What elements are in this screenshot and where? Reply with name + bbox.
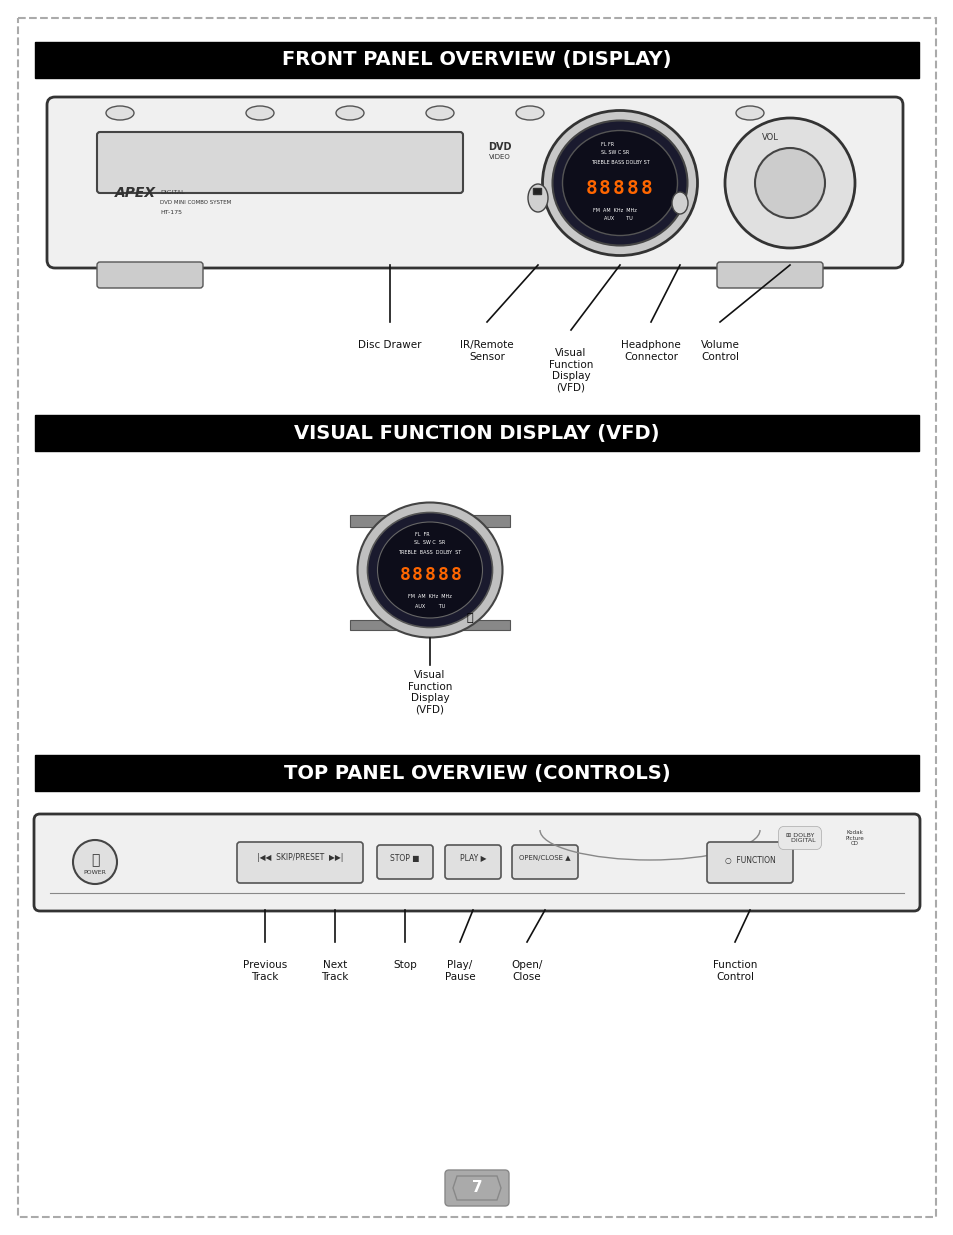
Text: FRONT PANEL OVERVIEW (DISPLAY): FRONT PANEL OVERVIEW (DISPLAY) <box>282 51 671 69</box>
Bar <box>35 755 918 790</box>
Text: DIGITAL: DIGITAL <box>160 190 185 195</box>
Circle shape <box>73 840 117 884</box>
Bar <box>35 415 918 451</box>
Ellipse shape <box>246 106 274 120</box>
Text: 8: 8 <box>613 179 624 198</box>
FancyBboxPatch shape <box>512 845 578 879</box>
Text: 8: 8 <box>411 566 422 584</box>
Text: Next
Track: Next Track <box>321 960 349 982</box>
Text: ⊞ DOLBY
   DIGITAL: ⊞ DOLBY DIGITAL <box>784 832 815 844</box>
Text: VISUAL FUNCTION DISPLAY (VFD): VISUAL FUNCTION DISPLAY (VFD) <box>294 424 659 442</box>
Text: FM  AM  KHz  MHz: FM AM KHz MHz <box>593 209 637 214</box>
Text: IR/Remote
Sensor: IR/Remote Sensor <box>459 340 514 362</box>
Text: FL  FR: FL FR <box>415 532 429 537</box>
Ellipse shape <box>542 110 697 256</box>
Bar <box>35 42 77 78</box>
Text: Visual
Function
Display
(VFD): Visual Function Display (VFD) <box>407 671 452 715</box>
Text: 8: 8 <box>585 179 598 198</box>
Bar <box>35 755 77 790</box>
Text: 8: 8 <box>424 566 435 584</box>
Text: Volume
Control: Volume Control <box>700 340 739 362</box>
Text: STOP ■: STOP ■ <box>390 853 419 862</box>
Text: AUX         TU: AUX TU <box>415 604 445 609</box>
FancyBboxPatch shape <box>97 262 203 288</box>
FancyBboxPatch shape <box>717 262 822 288</box>
Ellipse shape <box>377 522 482 618</box>
Text: 🎧: 🎧 <box>466 613 473 622</box>
Text: |◀◀  SKIP/PRESET  ▶▶|: |◀◀ SKIP/PRESET ▶▶| <box>256 852 343 862</box>
Text: 8: 8 <box>626 179 639 198</box>
Bar <box>533 188 540 194</box>
Text: 8: 8 <box>450 566 461 584</box>
Text: Disc Drawer: Disc Drawer <box>358 340 421 350</box>
Bar <box>35 42 918 78</box>
Ellipse shape <box>367 513 492 627</box>
FancyBboxPatch shape <box>376 845 433 879</box>
Text: AUX        TU: AUX TU <box>603 216 632 221</box>
Ellipse shape <box>735 106 763 120</box>
Ellipse shape <box>357 503 502 637</box>
Text: POWER: POWER <box>84 869 107 874</box>
Text: TOP PANEL OVERVIEW (CONTROLS): TOP PANEL OVERVIEW (CONTROLS) <box>283 763 670 783</box>
Text: 8: 8 <box>640 179 652 198</box>
Text: Kodak
Picture
CD: Kodak Picture CD <box>844 830 863 846</box>
Bar <box>350 515 510 527</box>
FancyBboxPatch shape <box>444 1170 509 1207</box>
Text: FM  AM  KHz  MHz: FM AM KHz MHz <box>408 594 452 599</box>
Text: Stop: Stop <box>393 960 416 969</box>
Ellipse shape <box>426 106 454 120</box>
FancyBboxPatch shape <box>97 132 462 193</box>
Text: FL FR: FL FR <box>600 142 614 147</box>
Ellipse shape <box>516 106 543 120</box>
Text: DVD: DVD <box>488 142 511 152</box>
Text: Function
Control: Function Control <box>712 960 757 982</box>
Polygon shape <box>453 1176 500 1200</box>
Text: SL SW C SR: SL SW C SR <box>600 151 628 156</box>
Text: PLAY ▶: PLAY ▶ <box>459 853 486 862</box>
Text: Open/
Close: Open/ Close <box>511 960 542 982</box>
Ellipse shape <box>671 191 687 214</box>
Ellipse shape <box>335 106 364 120</box>
Text: DVD MINI COMBO SYSTEM: DVD MINI COMBO SYSTEM <box>160 200 231 205</box>
Bar <box>350 620 510 630</box>
Text: SL  SW C  SR: SL SW C SR <box>414 541 445 546</box>
Text: 8: 8 <box>437 566 448 584</box>
Ellipse shape <box>562 131 677 236</box>
Text: TREBLE  BASS  DOLBY  ST: TREBLE BASS DOLBY ST <box>398 550 461 555</box>
Text: Play/
Pause: Play/ Pause <box>444 960 475 982</box>
Text: TREBLE BASS DOLBY ST: TREBLE BASS DOLBY ST <box>590 161 649 165</box>
Text: APEX: APEX <box>115 186 156 200</box>
Text: 7: 7 <box>471 1181 482 1195</box>
FancyBboxPatch shape <box>444 845 500 879</box>
Circle shape <box>754 148 824 219</box>
FancyBboxPatch shape <box>236 842 363 883</box>
Text: OPEN/CLOSE ▲: OPEN/CLOSE ▲ <box>518 855 570 861</box>
Text: Previous
Track: Previous Track <box>243 960 287 982</box>
Text: Headphone
Connector: Headphone Connector <box>620 340 680 362</box>
FancyBboxPatch shape <box>47 98 902 268</box>
FancyBboxPatch shape <box>706 842 792 883</box>
Text: VOL: VOL <box>760 132 778 142</box>
Text: Visual
Function
Display
(VFD): Visual Function Display (VFD) <box>548 348 593 393</box>
Bar <box>35 415 77 451</box>
Text: ○  FUNCTION: ○ FUNCTION <box>724 856 775 864</box>
Ellipse shape <box>527 184 547 212</box>
Ellipse shape <box>106 106 133 120</box>
FancyBboxPatch shape <box>34 814 919 911</box>
Text: VIDEO: VIDEO <box>489 154 511 161</box>
Ellipse shape <box>552 121 687 246</box>
Text: HT-175: HT-175 <box>160 210 182 215</box>
Circle shape <box>724 119 854 248</box>
Text: ⏻: ⏻ <box>91 853 99 867</box>
Text: 8: 8 <box>598 179 610 198</box>
Text: 8: 8 <box>399 566 410 584</box>
